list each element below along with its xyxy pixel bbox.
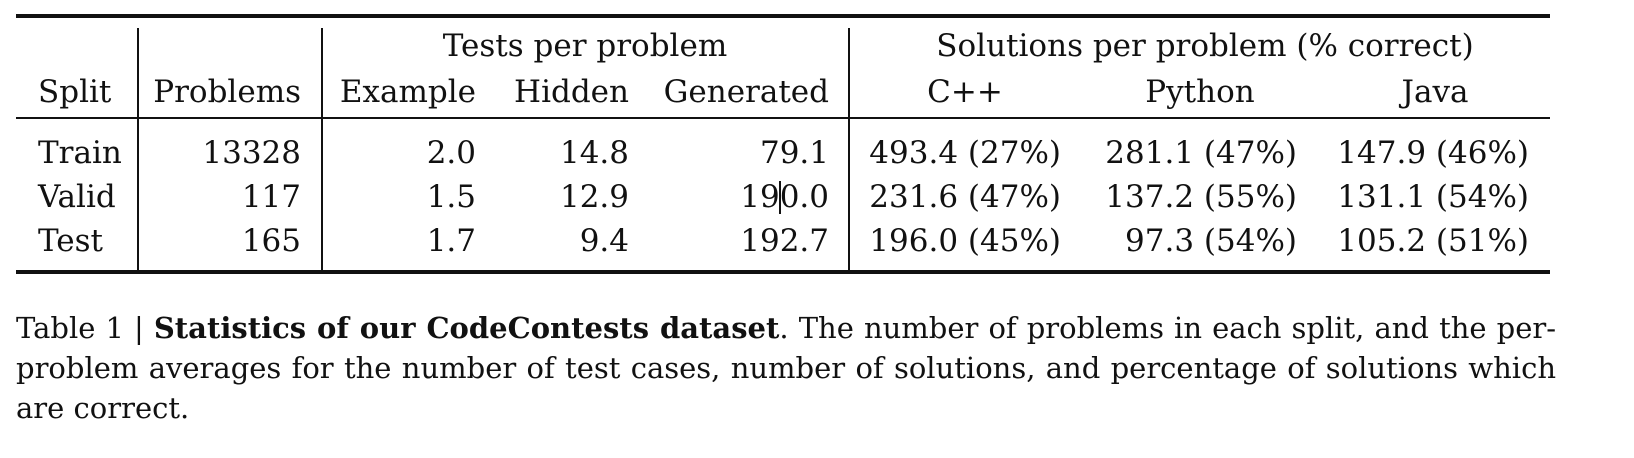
- top-rule: [16, 14, 1550, 18]
- cell-python: 97.3 (54%): [1125, 223, 1297, 259]
- header-python: Python: [1145, 74, 1255, 110]
- caption-label: Table 1 |: [16, 311, 154, 345]
- cell-cpp: 493.4 (27%): [869, 135, 1061, 171]
- cell-problems: 13328: [202, 135, 301, 171]
- cell-python: 281.1 (47%): [1105, 135, 1297, 171]
- column-divider: [137, 28, 139, 270]
- cell-java: 105.2 (51%): [1337, 223, 1529, 259]
- cell-generated: 192.7: [740, 223, 829, 259]
- header-java: Java: [1401, 74, 1469, 110]
- cell-example: 1.7: [426, 223, 476, 259]
- cell-python: 137.2 (55%): [1105, 179, 1297, 215]
- cell-problems: 165: [241, 223, 301, 259]
- header-example: Example: [339, 74, 476, 110]
- header-problems: Problems: [153, 74, 301, 110]
- header-cpp: C++: [927, 74, 1003, 110]
- cell-split: Train: [38, 135, 122, 171]
- bottom-rule: [16, 270, 1550, 274]
- group-header-tests: Tests per problem: [442, 28, 728, 64]
- cell-split: Test: [38, 223, 103, 259]
- mid-rule: [16, 117, 1550, 119]
- text-cursor-icon: [779, 181, 781, 214]
- cell-java: 147.9 (46%): [1337, 135, 1529, 171]
- cell-cpp: 196.0 (45%): [869, 223, 1061, 259]
- column-divider: [321, 28, 323, 270]
- group-header-solutions: Solutions per problem (% correct): [936, 28, 1474, 64]
- cell-hidden: 14.8: [559, 135, 629, 171]
- cell-hidden: 9.4: [579, 223, 629, 259]
- cell-problems: 117: [241, 179, 301, 215]
- cell-example: 2.0: [426, 135, 476, 171]
- cell-example: 1.5: [426, 179, 476, 215]
- header-split: Split: [38, 74, 112, 110]
- column-divider: [848, 28, 850, 270]
- header-generated: Generated: [663, 74, 829, 110]
- cell-generated: 190.0: [740, 179, 829, 215]
- cell-split: Valid: [38, 179, 116, 215]
- header-hidden: Hidden: [514, 74, 629, 110]
- caption-text: . The number of problems in each split, …: [16, 311, 1557, 425]
- table-caption: Table 1 | Statistics of our CodeContests…: [16, 308, 1556, 428]
- caption-title: Statistics of our CodeContests dataset: [153, 311, 780, 345]
- cell-hidden: 12.9: [559, 179, 629, 215]
- cell-cpp: 231.6 (47%): [869, 179, 1061, 215]
- cell-generated: 79.1: [759, 135, 829, 171]
- cell-java: 131.1 (54%): [1337, 179, 1529, 215]
